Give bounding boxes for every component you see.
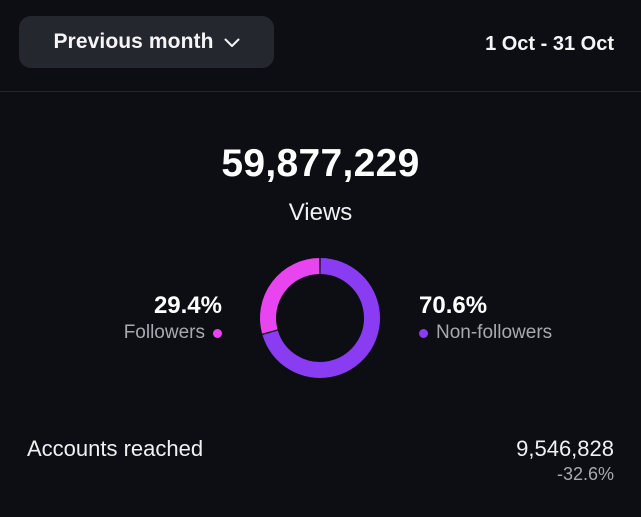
followers-dot bbox=[213, 328, 222, 338]
accounts-reached-label: Accounts reached bbox=[27, 436, 204, 461]
followers-label: Followers bbox=[123, 322, 205, 343]
followers-legend: Followers bbox=[124, 322, 222, 344]
non-followers-dot bbox=[419, 328, 428, 338]
accounts-reached-change: -32.6% bbox=[556, 464, 614, 484]
followers-segment bbox=[260, 258, 320, 334]
chevron-down-icon bbox=[224, 38, 240, 47]
followers-stat: 29.4% Followers bbox=[124, 292, 222, 344]
non-followers-percent: 70.6% bbox=[419, 292, 488, 319]
views-label: Views bbox=[288, 199, 353, 226]
non-followers-label: Non-followers bbox=[436, 322, 553, 343]
period-dropdown-button[interactable]: Previous month bbox=[19, 16, 274, 68]
non-followers-segment bbox=[262, 258, 380, 378]
accounts-reached-value: 9,546,828 bbox=[516, 436, 614, 461]
audience-donut-chart bbox=[260, 258, 380, 378]
date-range: 1 Oct - 31 Oct bbox=[485, 33, 614, 55]
period-dropdown-label: Previous month bbox=[53, 30, 214, 53]
non-followers-stat: 70.6% Non-followers bbox=[419, 292, 552, 344]
header-divider bbox=[0, 91, 641, 92]
followers-percent: 29.4% bbox=[153, 292, 222, 319]
views-count: 59,877,229 bbox=[221, 142, 420, 185]
non-followers-legend: Non-followers bbox=[419, 322, 552, 344]
